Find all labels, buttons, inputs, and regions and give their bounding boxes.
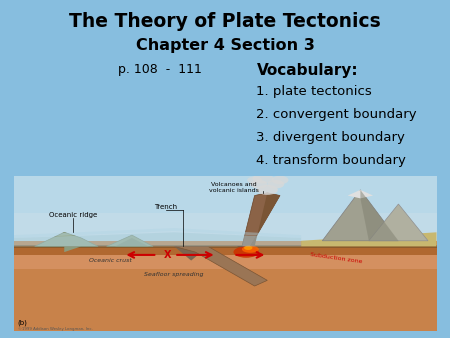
Text: Chapter 4 Section 3: Chapter 4 Section 3 (135, 38, 315, 53)
Polygon shape (14, 228, 301, 238)
Polygon shape (14, 246, 436, 255)
Ellipse shape (252, 174, 274, 184)
Text: Vocabulary:: Vocabulary: (256, 64, 358, 78)
Polygon shape (250, 193, 280, 246)
Text: Seafloor spreading: Seafloor spreading (144, 272, 204, 277)
Text: Trench: Trench (154, 204, 177, 210)
Ellipse shape (250, 180, 267, 189)
Polygon shape (301, 232, 436, 246)
Polygon shape (14, 213, 436, 246)
Ellipse shape (267, 180, 284, 189)
Text: (b): (b) (18, 319, 27, 325)
Text: The Theory of Plate Tectonics: The Theory of Plate Tectonics (69, 13, 381, 31)
Polygon shape (14, 241, 436, 331)
Polygon shape (369, 204, 428, 241)
Polygon shape (115, 238, 149, 246)
Polygon shape (360, 190, 398, 241)
Text: 4. transform boundary: 4. transform boundary (256, 154, 406, 167)
Polygon shape (322, 190, 398, 241)
Polygon shape (64, 246, 98, 252)
Polygon shape (35, 232, 98, 246)
Polygon shape (238, 193, 280, 246)
Polygon shape (174, 246, 208, 261)
Text: Oceanic ridge: Oceanic ridge (49, 212, 97, 218)
Ellipse shape (271, 176, 288, 184)
Text: p. 108  -  111: p. 108 - 111 (118, 63, 202, 76)
Bar (14, 176, 436, 261)
Text: ©1999 Addison Wesley Longman, Inc.: ©1999 Addison Wesley Longman, Inc. (18, 327, 93, 331)
Polygon shape (107, 235, 153, 246)
Text: Volcanoes and
volcanic islands: Volcanoes and volcanic islands (208, 182, 258, 193)
Text: X: X (164, 250, 171, 260)
Ellipse shape (242, 246, 259, 253)
Polygon shape (14, 232, 301, 246)
Ellipse shape (247, 176, 262, 184)
Text: Oceanic crust: Oceanic crust (90, 258, 132, 263)
Polygon shape (14, 245, 436, 248)
Text: 3. divergent boundary: 3. divergent boundary (256, 131, 405, 144)
Polygon shape (14, 252, 436, 269)
Text: 2. convergent boundary: 2. convergent boundary (256, 108, 417, 121)
Ellipse shape (244, 246, 252, 250)
Polygon shape (348, 190, 373, 198)
Text: Subduction zone: Subduction zone (310, 251, 362, 264)
Text: 1. plate tectonics: 1. plate tectonics (256, 85, 372, 98)
Polygon shape (174, 246, 267, 286)
Ellipse shape (234, 246, 259, 258)
Ellipse shape (256, 185, 278, 195)
